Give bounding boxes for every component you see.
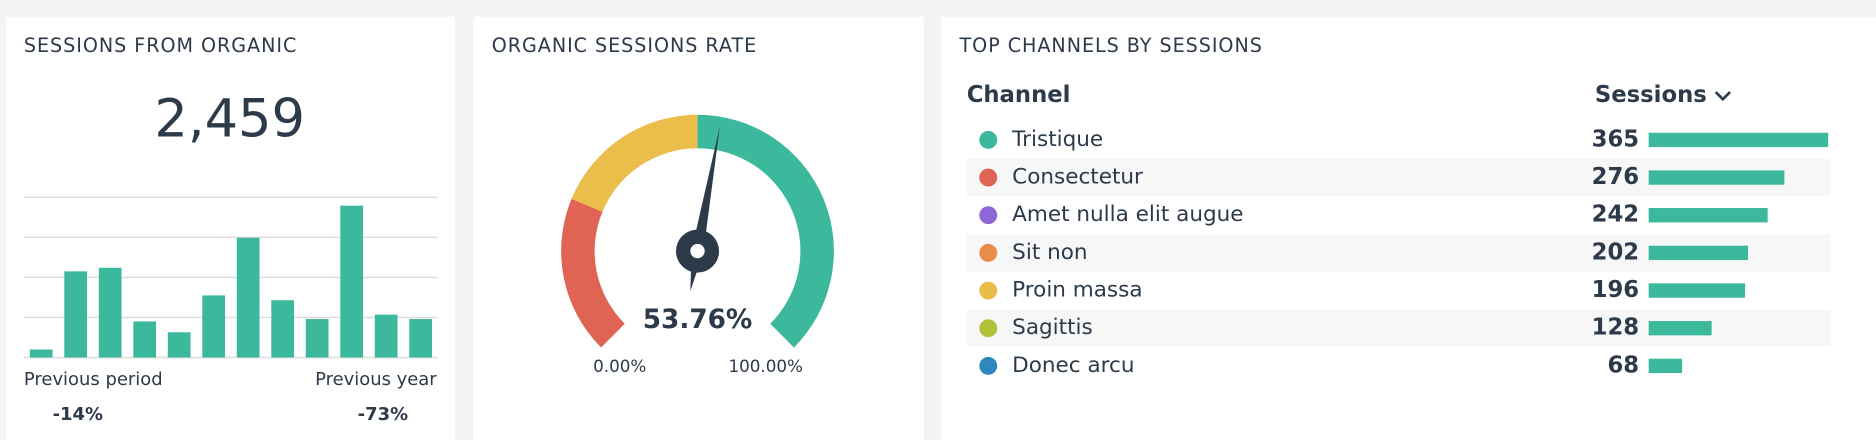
gauge-band [561,198,625,348]
legend-dot [979,243,998,262]
channel-name: Proin massa [1012,278,1142,303]
kpi-value: 2,459 [154,89,305,150]
gauge-min: 0.00% [593,356,646,376]
panel [5,16,455,440]
legend-dot [979,130,998,149]
comparison-value: -14% [53,404,103,425]
session-value: 276 [1592,164,1639,190]
session-value: 68 [1607,352,1639,378]
session-value: 196 [1592,277,1639,303]
bar [1648,358,1683,374]
gauge-hub-center [690,243,705,259]
bar [1648,245,1748,261]
bar [236,237,260,358]
channel-name: Amet nulla elit augue [1012,202,1243,227]
panel [941,16,1876,440]
gauge-band [697,114,834,348]
bar [167,332,191,358]
bar [271,300,295,358]
legend-dot [979,356,998,375]
bar [1648,208,1768,223]
bar [133,321,157,358]
legend-dot [979,319,998,338]
bar [64,271,88,358]
comparison-name: Previous period [24,369,163,390]
channel-name: Consectetur [1012,165,1143,190]
bar [98,267,122,358]
channel-name: Tristique [1011,127,1103,152]
sort-icon[interactable] [1714,91,1731,102]
channel-name: Sit non [1012,240,1087,265]
bar [1648,321,1712,336]
gauge-value: 53.76% [643,305,753,335]
session-value: 365 [1592,126,1639,152]
bar [374,314,398,358]
gauge-max: 100.00% [728,356,802,376]
panel-title: TOP CHANNELS BY SESSIONS [959,34,1263,57]
bar [202,295,226,358]
panel-title: SESSIONS FROM ORGANIC [24,34,297,57]
legend-dot [979,168,998,187]
legend-dot [979,206,998,225]
session-value: 128 [1592,315,1639,341]
comparison-name: Previous year [315,369,437,390]
bar [1648,170,1785,185]
panel-title: ORGANIC SESSIONS RATE [492,34,757,57]
bar [1648,283,1746,298]
channel-name: Donec arcu [1012,353,1134,378]
column-header[interactable]: Sessions [1595,82,1707,108]
bar [29,349,53,358]
bar [305,319,329,358]
bar [409,319,433,358]
comparison-value: -73% [358,404,408,425]
legend-dot [979,281,998,300]
session-value: 202 [1592,239,1639,265]
gauge-band [571,114,698,212]
session-value: 242 [1592,202,1639,228]
channel-name: Sagittis [1012,315,1093,340]
column-header: Channel [967,82,1071,108]
bar [1648,132,1829,148]
bar [340,205,364,358]
